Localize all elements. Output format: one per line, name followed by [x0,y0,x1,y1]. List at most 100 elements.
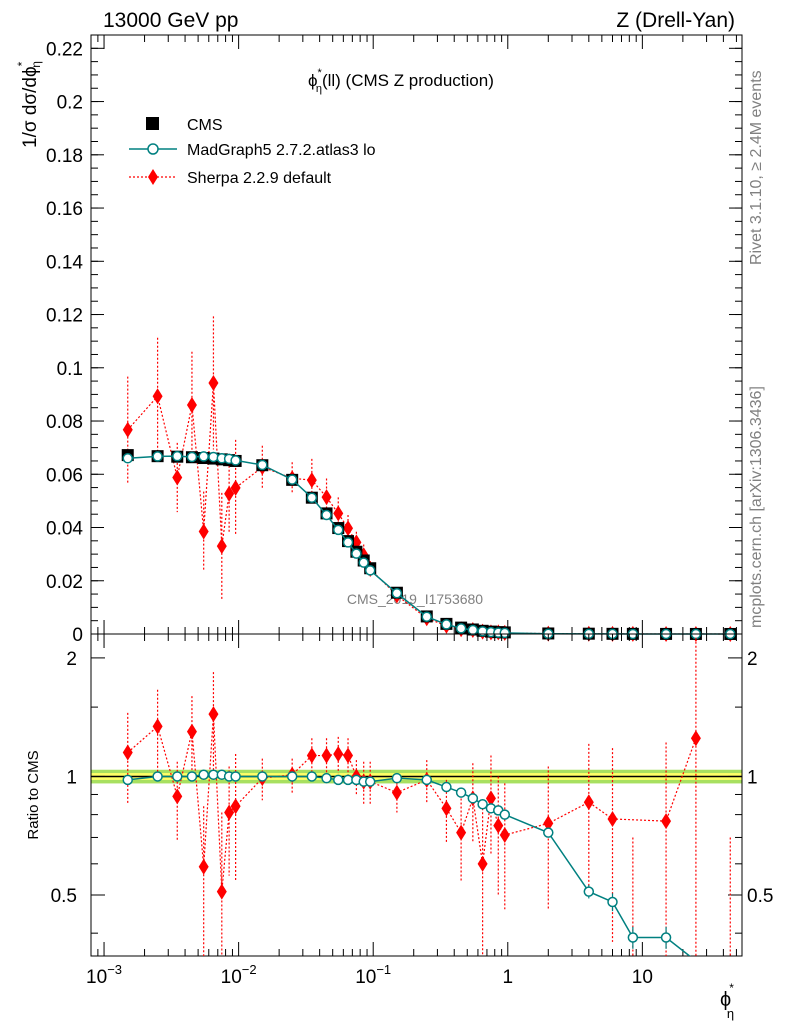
main-ytick-label: 0.18 [46,146,83,167]
madgraph-point [208,451,219,463]
ratio-ytick-label-left: 1 [66,767,77,788]
ratio-sherpa-point [477,855,488,872]
madgraph-point [172,450,183,462]
ratio-sherpa-point [391,784,402,801]
ratio-sherpa-point [456,824,467,841]
ratio-madgraph-point [306,771,318,782]
ratio-madgraph-point [583,886,595,897]
ratio-madgraph-point [333,774,344,786]
ratio-sherpa-point [543,815,554,832]
ratio-madgraph-point [198,769,209,780]
ratio-madgraph-point [467,793,479,804]
madgraph-point [333,524,344,536]
ratio-madgraph-point [627,932,639,943]
ratio-ytick-label-right: 2 [747,649,758,670]
madgraph-point [421,611,433,622]
ratio-sherpa-point [321,747,332,764]
ratio-madgraph-point [660,932,672,943]
main-x-ticks [90,35,737,634]
ratio-ytick-label-left: 2 [66,649,77,670]
rivet-label: Rivet 3.1.10, ≥ 2.4M events [748,70,765,265]
main-ytick-label: 0.06 [46,465,83,486]
madgraph-point [467,624,479,636]
ratio-madgraph-point [391,772,403,784]
ratio-sherpa-point [343,747,354,764]
ratio-sherpa-point [333,746,344,763]
main-ytick-label: 0.22 [46,39,83,60]
ratio-sherpa-point [152,718,163,735]
madgraph-point [257,459,268,471]
ratio-sherpa-point [661,813,672,830]
legend-madgraph-marker [147,143,159,155]
madgraph-point [321,509,332,521]
madgraph-point [455,623,467,634]
legend-madgraph-label: MadGraph5 2.7.2.atlas3 lo [187,142,376,159]
ratio-panel: 0.5 0.51 12 2 10−3 10−2 10−1 1 10 Ratio to CMS … [25,633,773,1021]
madgraph-point [152,451,163,462]
ratio-madgraph-point [122,774,133,786]
ratio-series-sherpa [122,637,731,956]
madgraph-point [198,451,209,462]
ratio-sherpa-point [607,810,618,827]
sherpa-point [186,397,197,414]
ratio-madgraph-point [441,781,452,793]
madgraph-point [286,474,298,485]
main-ytick-label: 0.16 [46,199,83,220]
madgraph-point [351,548,362,559]
madgraph-point [499,627,511,639]
madgraph-point [364,565,376,576]
sherpa-point [224,485,235,502]
main-ytick-label: 0 [72,625,83,646]
sherpa-point [333,505,344,522]
ratio-y-axis: 0.5 0.5 1 1 2 2 [51,649,773,934]
ratio-sherpa-point [306,747,317,764]
ratio-madgraph-point [499,809,511,820]
ratio-xtick-label: 1 [502,967,513,988]
sherpa-point [216,538,227,555]
ratio-madgraph-point [257,771,268,782]
main-ytick-label: 0.08 [46,412,83,433]
ratio-madgraph-point [321,772,332,784]
ratio-sherpa-point [186,723,197,740]
sherpa-point [152,388,163,405]
ratio-ytick-label-left: 0.5 [51,886,77,907]
ratio-sherpa-point [441,800,452,817]
ratio-madgraph-point [421,774,433,786]
main-ytick-label: 0.02 [46,572,83,593]
ratio-xlabel: ϕ* η [720,981,734,1021]
sherpa-point [306,472,317,489]
ratio-sherpa-point [499,827,510,844]
title-phi: ϕ [308,71,318,90]
ratio-xtick-label: 10−2 [221,962,257,988]
ratio-sherpa-point [583,794,594,811]
ratio-xtick-label: 10−3 [86,962,122,988]
ratio-ytick-label-right: 1 [747,767,758,788]
sherpa-point [198,523,209,540]
sherpa-point [208,374,219,391]
legend: CMS MadGraph5 2.7.2.atlas3 lo Sherpa 2.2… [129,117,376,187]
main-ytick-label: 0.14 [46,252,83,273]
sherpa-point [321,489,332,506]
main-ytick-label: 0.2 [57,93,83,114]
madgraph-point [230,455,241,466]
main-y-axis: 0 0.02 0.04 0.06 0.08 0.1 0.12 0.14 0.16 0.18 0.2 0… [46,39,742,646]
main-ytick-label: 0.1 [57,359,83,380]
ylabel-star: * [15,61,29,66]
ratio-xtick-label: 10−1 [355,962,391,988]
ratio-sherpa-point [122,744,133,761]
main-panel: 0 0.02 0.04 0.06 0.08 0.1 0.12 0.14 0.16 0.18 0.2 0… [15,34,743,646]
madgraph-point [358,557,369,568]
ratio-madgraph-point [364,776,376,787]
ratio-frame [90,633,743,957]
ratio-ytick-label-right: 0.5 [747,886,773,907]
ratio-madgraph-point [455,787,467,798]
xlabel-star: * [729,981,734,995]
sherpa-point [122,421,133,438]
madgraph-point [391,588,403,599]
ratio-madgraph-point [186,771,198,782]
main-series-cms [121,449,737,640]
madgraph-point [441,619,452,630]
madgraph-point [342,537,354,548]
legend-sherpa-label: Sherpa 2.2.9 default [187,170,332,187]
